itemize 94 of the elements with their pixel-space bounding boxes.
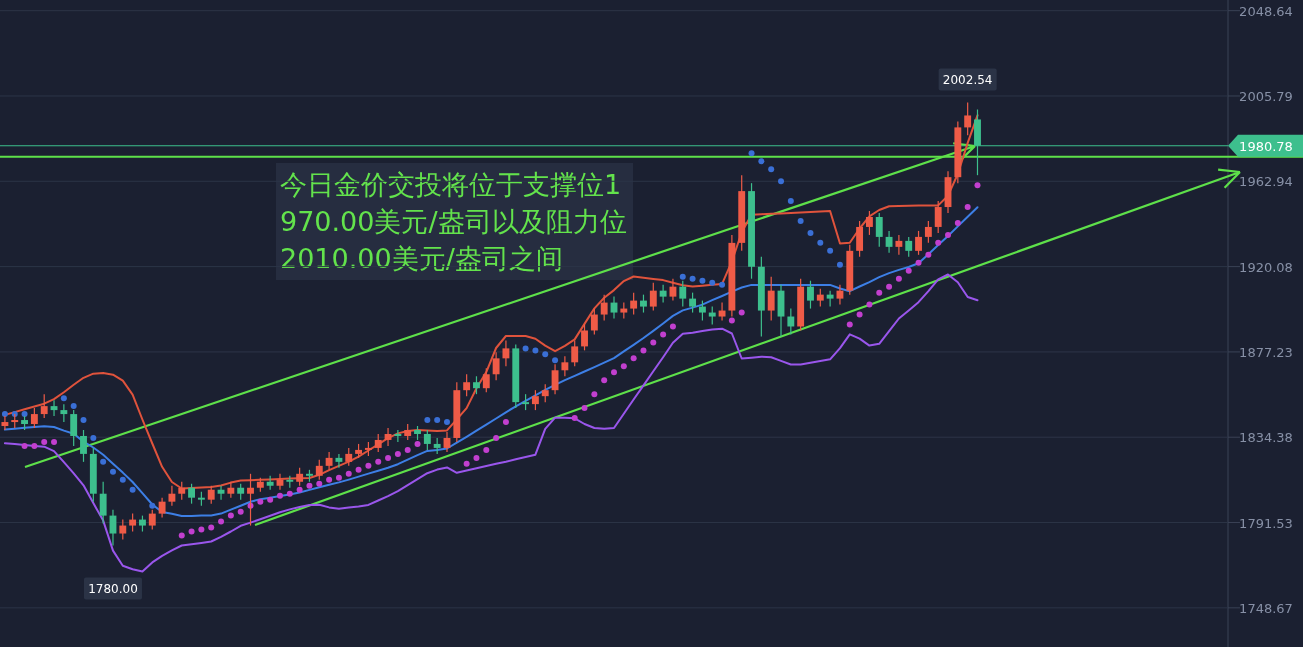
candlestick (335, 453, 343, 469)
candlestick (934, 200, 942, 234)
candlestick (227, 481, 235, 499)
point (827, 247, 834, 254)
candlestick (531, 389, 539, 411)
candlestick (590, 307, 598, 336)
point (817, 239, 824, 246)
candlestick (394, 429, 402, 443)
point (119, 476, 126, 483)
candlestick (158, 497, 166, 519)
candlestick (856, 220, 864, 258)
point (699, 277, 706, 284)
annotation: 2002.54 (942, 73, 993, 88)
point (778, 178, 785, 185)
candlestick (905, 236, 913, 258)
point (434, 417, 441, 424)
point (522, 345, 529, 352)
point (552, 357, 559, 364)
candlestick (659, 284, 667, 304)
y-tick-label: 1962.94 (1239, 174, 1293, 190)
candlestick (463, 373, 471, 397)
candlestick (679, 280, 687, 308)
point (80, 417, 87, 424)
ref-line-label: 1980.78 (1239, 138, 1293, 154)
point (90, 434, 97, 441)
candlestick (581, 323, 588, 351)
point (758, 158, 765, 165)
point (542, 351, 549, 358)
candlestick (99, 481, 107, 525)
candlestick (325, 451, 333, 471)
y-tick-label: 1791.53 (1239, 515, 1293, 531)
y-tick-label: 2048.64 (1239, 3, 1293, 19)
line-series (3, 273, 979, 573)
point (129, 486, 136, 493)
candlestick (865, 210, 873, 236)
candlestick (502, 339, 510, 367)
point (689, 275, 696, 282)
point (836, 261, 843, 268)
candlestick (600, 294, 608, 322)
point (100, 458, 107, 465)
candlestick (649, 282, 657, 312)
point (679, 273, 686, 280)
point (149, 502, 156, 509)
candlestick (482, 367, 490, 393)
point (807, 229, 814, 236)
point (532, 347, 539, 354)
point (424, 417, 431, 424)
candlestick (718, 302, 726, 322)
point (443, 419, 450, 426)
candlestick (915, 230, 922, 256)
candlestick (895, 234, 903, 256)
candlestick (807, 280, 814, 310)
candlestick (875, 212, 883, 248)
point (21, 411, 28, 418)
candlestick (767, 276, 775, 322)
candlestick (119, 518, 127, 541)
candlestick (315, 459, 323, 481)
y-tick-label: 1834.38 (1239, 430, 1293, 446)
y-tick-label: 1748.67 (1239, 600, 1293, 616)
point (797, 217, 804, 224)
candlestick (148, 509, 156, 531)
candlestick (60, 403, 68, 423)
candlestick (885, 230, 893, 254)
candlestick (924, 220, 932, 244)
candlestick (689, 292, 697, 314)
candlestick (40, 393, 48, 419)
candlestick (492, 351, 500, 381)
point (1, 411, 8, 418)
candlestick (698, 300, 706, 322)
candlestick (80, 429, 87, 463)
candlestick (826, 290, 834, 308)
point (787, 198, 794, 205)
candlestick (70, 409, 78, 447)
candlestick (188, 483, 196, 505)
candlestick (561, 355, 569, 377)
candlestick (571, 339, 579, 367)
annotation: 1780.00 (88, 582, 138, 597)
y-tick-label: 1877.23 (1239, 344, 1293, 360)
point (768, 166, 775, 173)
point (709, 279, 716, 286)
candlestick (630, 292, 638, 316)
point (748, 150, 755, 157)
point (70, 403, 77, 410)
y-tick-label: 1920.08 (1239, 259, 1293, 275)
candlestick (168, 485, 176, 507)
candlestick (964, 101, 972, 136)
point (109, 468, 116, 475)
y-tick-label: 2005.79 (1239, 88, 1293, 104)
point (60, 395, 67, 402)
point (719, 281, 726, 288)
candlestick (787, 307, 795, 336)
candlestick (423, 429, 431, 451)
candlestick (30, 407, 38, 429)
annotation: 今日金价交投将位于支撑位1970.00美元/盎司以及阻力位2010.00美元/盎司之间 (276, 163, 633, 280)
